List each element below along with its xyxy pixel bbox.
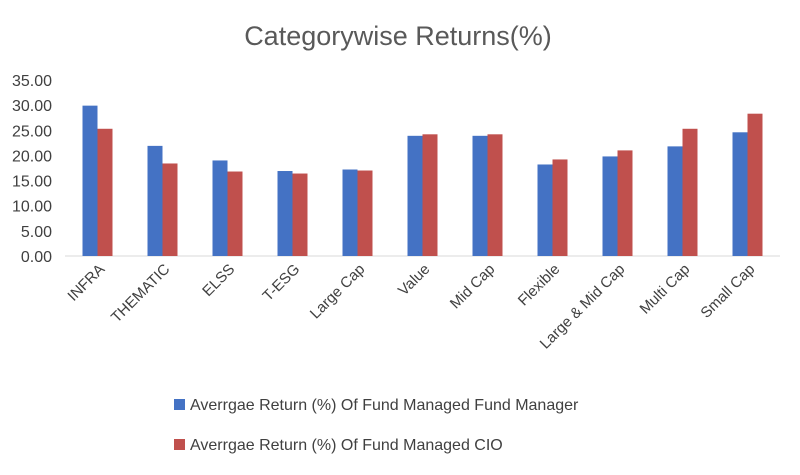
chart-title: Categorywise Returns(%) (244, 21, 552, 51)
bar-series-2-multi-cap (682, 128, 698, 256)
bar-series-2-mid-cap (487, 134, 503, 256)
bar-series-2-t-esg (292, 173, 308, 256)
legend-swatch-2 (174, 439, 185, 450)
bar-series-2-infra (97, 128, 113, 256)
y-axis: 0.00 5.00 10.00 15.00 20.00 25.00 30.00 35.00 (12, 73, 52, 266)
bar-series-1-flexible (537, 164, 553, 256)
legend-label-1: Averrgae Return (%) Of Fund Managed Fund… (190, 397, 579, 414)
y-tick-label: 15.00 (12, 174, 52, 191)
x-tick-label: ELSS (199, 261, 238, 300)
bar-series-1-large-mid-cap (602, 156, 618, 256)
y-tick-label: 0.00 (21, 249, 52, 266)
x-tick-label: Flexible (515, 261, 564, 310)
bar-series-1-small-cap (732, 132, 748, 256)
bar-series-2-value (422, 134, 438, 256)
legend: Averrgae Return (%) Of Fund Managed Fund… (174, 397, 579, 454)
bar-series-2-small-cap (747, 113, 763, 256)
y-tick-label: 5.00 (21, 224, 52, 241)
bar-series-1-elss (212, 160, 228, 256)
x-tick-label: Small Cap (697, 261, 758, 322)
bar-series-1-large-cap (342, 169, 358, 256)
bar-series-1-value (407, 135, 423, 256)
legend-label-2: Averrgae Return (%) Of Fund Managed CIO (190, 437, 503, 454)
x-tick-label: INFRA (64, 261, 108, 305)
x-tick-label: Value (395, 261, 433, 299)
bar-series-2-large-cap (357, 170, 373, 256)
bar-series-1-t-esg (277, 171, 293, 256)
bar-series-2-thematic (162, 163, 178, 256)
x-axis: INFRA THEMATIC ELSS T-ESG Large Cap Value Mid … (64, 261, 758, 353)
legend-swatch-1 (174, 399, 185, 410)
bar-series-1-thematic (147, 145, 163, 256)
x-tick-label: T-ESG (259, 261, 303, 305)
bar-series-1-multi-cap (667, 146, 683, 256)
y-tick-label: 35.00 (12, 73, 52, 90)
bar-series-1-infra (82, 105, 98, 256)
x-tick-label: Large Cap (307, 261, 369, 323)
y-tick-label: 20.00 (12, 148, 52, 165)
y-tick-label: 30.00 (12, 98, 52, 115)
x-tick-label: Mid Cap (447, 261, 499, 313)
x-tick-label: THEMATIC (108, 261, 174, 327)
bar-series-2-elss (227, 171, 243, 256)
y-tick-label: 25.00 (12, 123, 52, 140)
bar-series-2-large-mid-cap (617, 150, 633, 256)
bar-series-2-flexible (552, 159, 568, 256)
y-tick-label: 10.00 (12, 199, 52, 216)
x-tick-label: Multi Cap (637, 261, 694, 318)
bars (82, 105, 763, 256)
bar-series-1-mid-cap (472, 135, 488, 256)
